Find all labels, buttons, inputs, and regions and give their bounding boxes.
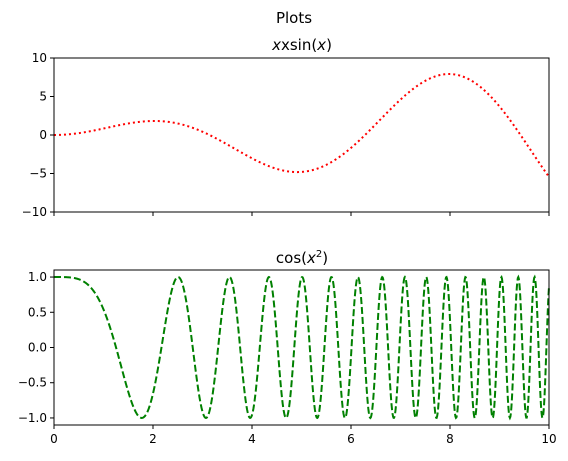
subplot-bottom-title: cos(x2)	[276, 249, 328, 267]
subplot-bottom-series-line	[54, 274, 550, 421]
subplot-top: xxsin(x) −10 −5 0 5 10	[22, 36, 550, 219]
subplot-bottom-y-tick-label: 1.0	[28, 270, 47, 284]
subplot-bottom-title-close: )	[322, 249, 328, 267]
subplot-top-title-close: )	[326, 36, 332, 54]
subplot-bottom-x-tick-label: 8	[446, 432, 454, 446]
subplot-top-y-tick-label: −10	[22, 205, 47, 219]
subplot-bottom-x-tick-label: 10	[541, 432, 556, 446]
subplot-bottom-frame	[53, 269, 550, 426]
subplot-bottom: cos(x2) −1.0−0.50.00.51.0 0 2 4 6 8 10	[18, 249, 557, 446]
subplot-bottom-x-tick-label: 6	[347, 432, 355, 446]
subplot-bottom-y-tick-label: −0.5	[18, 376, 47, 390]
subplot-bottom-x-tick-label: 4	[248, 432, 256, 446]
subplot-bottom-title-base: cos(	[276, 249, 307, 267]
subplot-top-y-tick-label: 0	[39, 128, 47, 142]
subplot-top-title-base: xsin(	[281, 36, 317, 54]
subplot-bottom-y-tick-label: −1.0	[18, 411, 47, 425]
figure-suptitle: Plots	[276, 9, 312, 27]
subplot-top-y-tick-label: −5	[29, 167, 47, 181]
subplot-top-title-var-2: x	[316, 36, 326, 54]
subplot-bottom-title-sup: 2	[316, 249, 322, 260]
subplot-top-x-ticks	[53, 212, 550, 216]
subplot-top-title: xxsin(x)	[271, 36, 332, 54]
subplot-top-y-tick-label: 10	[32, 51, 47, 65]
subplot-bottom-x-tick-label: 0	[50, 432, 58, 446]
subplot-bottom-x-tick-label: 2	[149, 432, 157, 446]
subplot-bottom-title-var: x	[306, 249, 316, 267]
subplot-top-y-ticks: −10 −5 0 5 10	[22, 51, 54, 219]
subplot-bottom-y-tick-label: 0.5	[28, 305, 47, 319]
subplot-bottom-y-tick-label: 0.0	[28, 341, 47, 355]
subplot-top-frame	[53, 57, 550, 213]
subplot-bottom-x-ticks: 0 2 4 6 8 10	[50, 425, 557, 446]
subplot-top-title-var: x	[271, 36, 281, 54]
subplot-top-y-tick-label: 5	[39, 90, 47, 104]
subplot-top-series-line	[54, 73, 550, 178]
subplot-bottom-y-ticks: −1.0 −0.5 0.0 0.5 1.0	[18, 270, 54, 425]
